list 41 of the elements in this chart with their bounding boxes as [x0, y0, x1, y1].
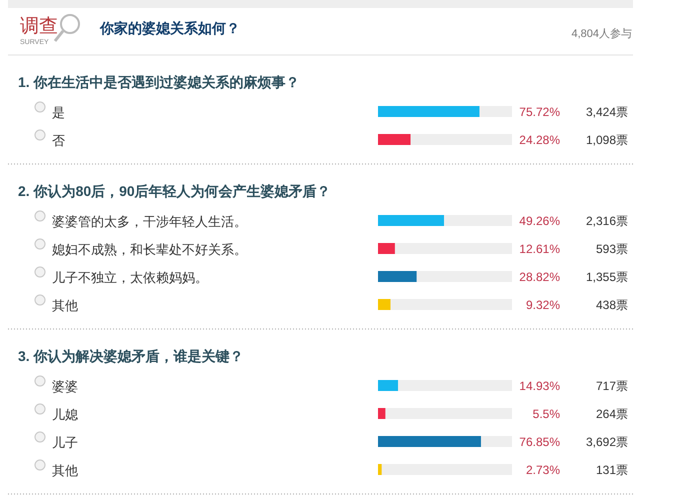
y-tick-label: 儿子: [52, 435, 78, 450]
y-tick-label: 儿媳: [52, 407, 78, 422]
y-tick-label: 其他: [52, 463, 78, 478]
data-label: 49.26%: [519, 214, 560, 228]
bar: [378, 380, 398, 391]
bar: [378, 464, 382, 475]
text: 3. 你认为解决婆媳矛盾，谁是关键？: [18, 348, 244, 364]
data-label: 24.28%: [519, 133, 560, 147]
text: 264票: [596, 407, 628, 421]
text: 你家的婆媳关系如何？: [99, 20, 240, 36]
text: 3,424票: [586, 105, 628, 119]
text: 1,098票: [586, 133, 628, 147]
text: 593票: [596, 242, 628, 256]
text: 4,804人参与: [571, 27, 632, 40]
data-label: 76.85%: [519, 435, 560, 449]
text: 1. 你在生活中是否遇到过婆媳关系的麻烦事？: [18, 74, 300, 90]
y-tick-label: 婆婆管的太多，干涉年轻人生活。: [52, 214, 247, 229]
y-tick-label: 是: [52, 105, 65, 120]
y-tick-label: 儿子不独立，太依赖妈妈。: [52, 270, 208, 285]
text: 2. 你认为80后，90后年轻人为何会产生婆媳矛盾？: [18, 183, 331, 199]
y-tick-label: 其他: [52, 298, 78, 313]
text: 131票: [596, 463, 628, 477]
y-tick-label: 否: [52, 133, 65, 148]
y-tick-label: 婆婆: [52, 379, 78, 394]
data-label: 75.72%: [519, 105, 560, 119]
data-label: 5.5%: [532, 407, 560, 421]
text: 438票: [596, 298, 628, 312]
text: 调查: [20, 16, 58, 37]
text: 1,355票: [586, 270, 628, 284]
data-label: 2.73%: [526, 463, 560, 477]
bar: [378, 243, 395, 254]
data-label: 14.93%: [519, 379, 560, 393]
data-label: 28.82%: [519, 270, 560, 284]
text: 2,316票: [586, 214, 628, 228]
bar: [378, 299, 390, 310]
text: 3,692票: [586, 435, 628, 449]
text: 717票: [596, 379, 628, 393]
y-tick-label: 媳妇不成熟，和长辈处不好关系。: [52, 242, 247, 257]
bar: [378, 408, 386, 419]
data-label: 9.32%: [526, 298, 560, 312]
data-label: 12.61%: [519, 242, 560, 256]
